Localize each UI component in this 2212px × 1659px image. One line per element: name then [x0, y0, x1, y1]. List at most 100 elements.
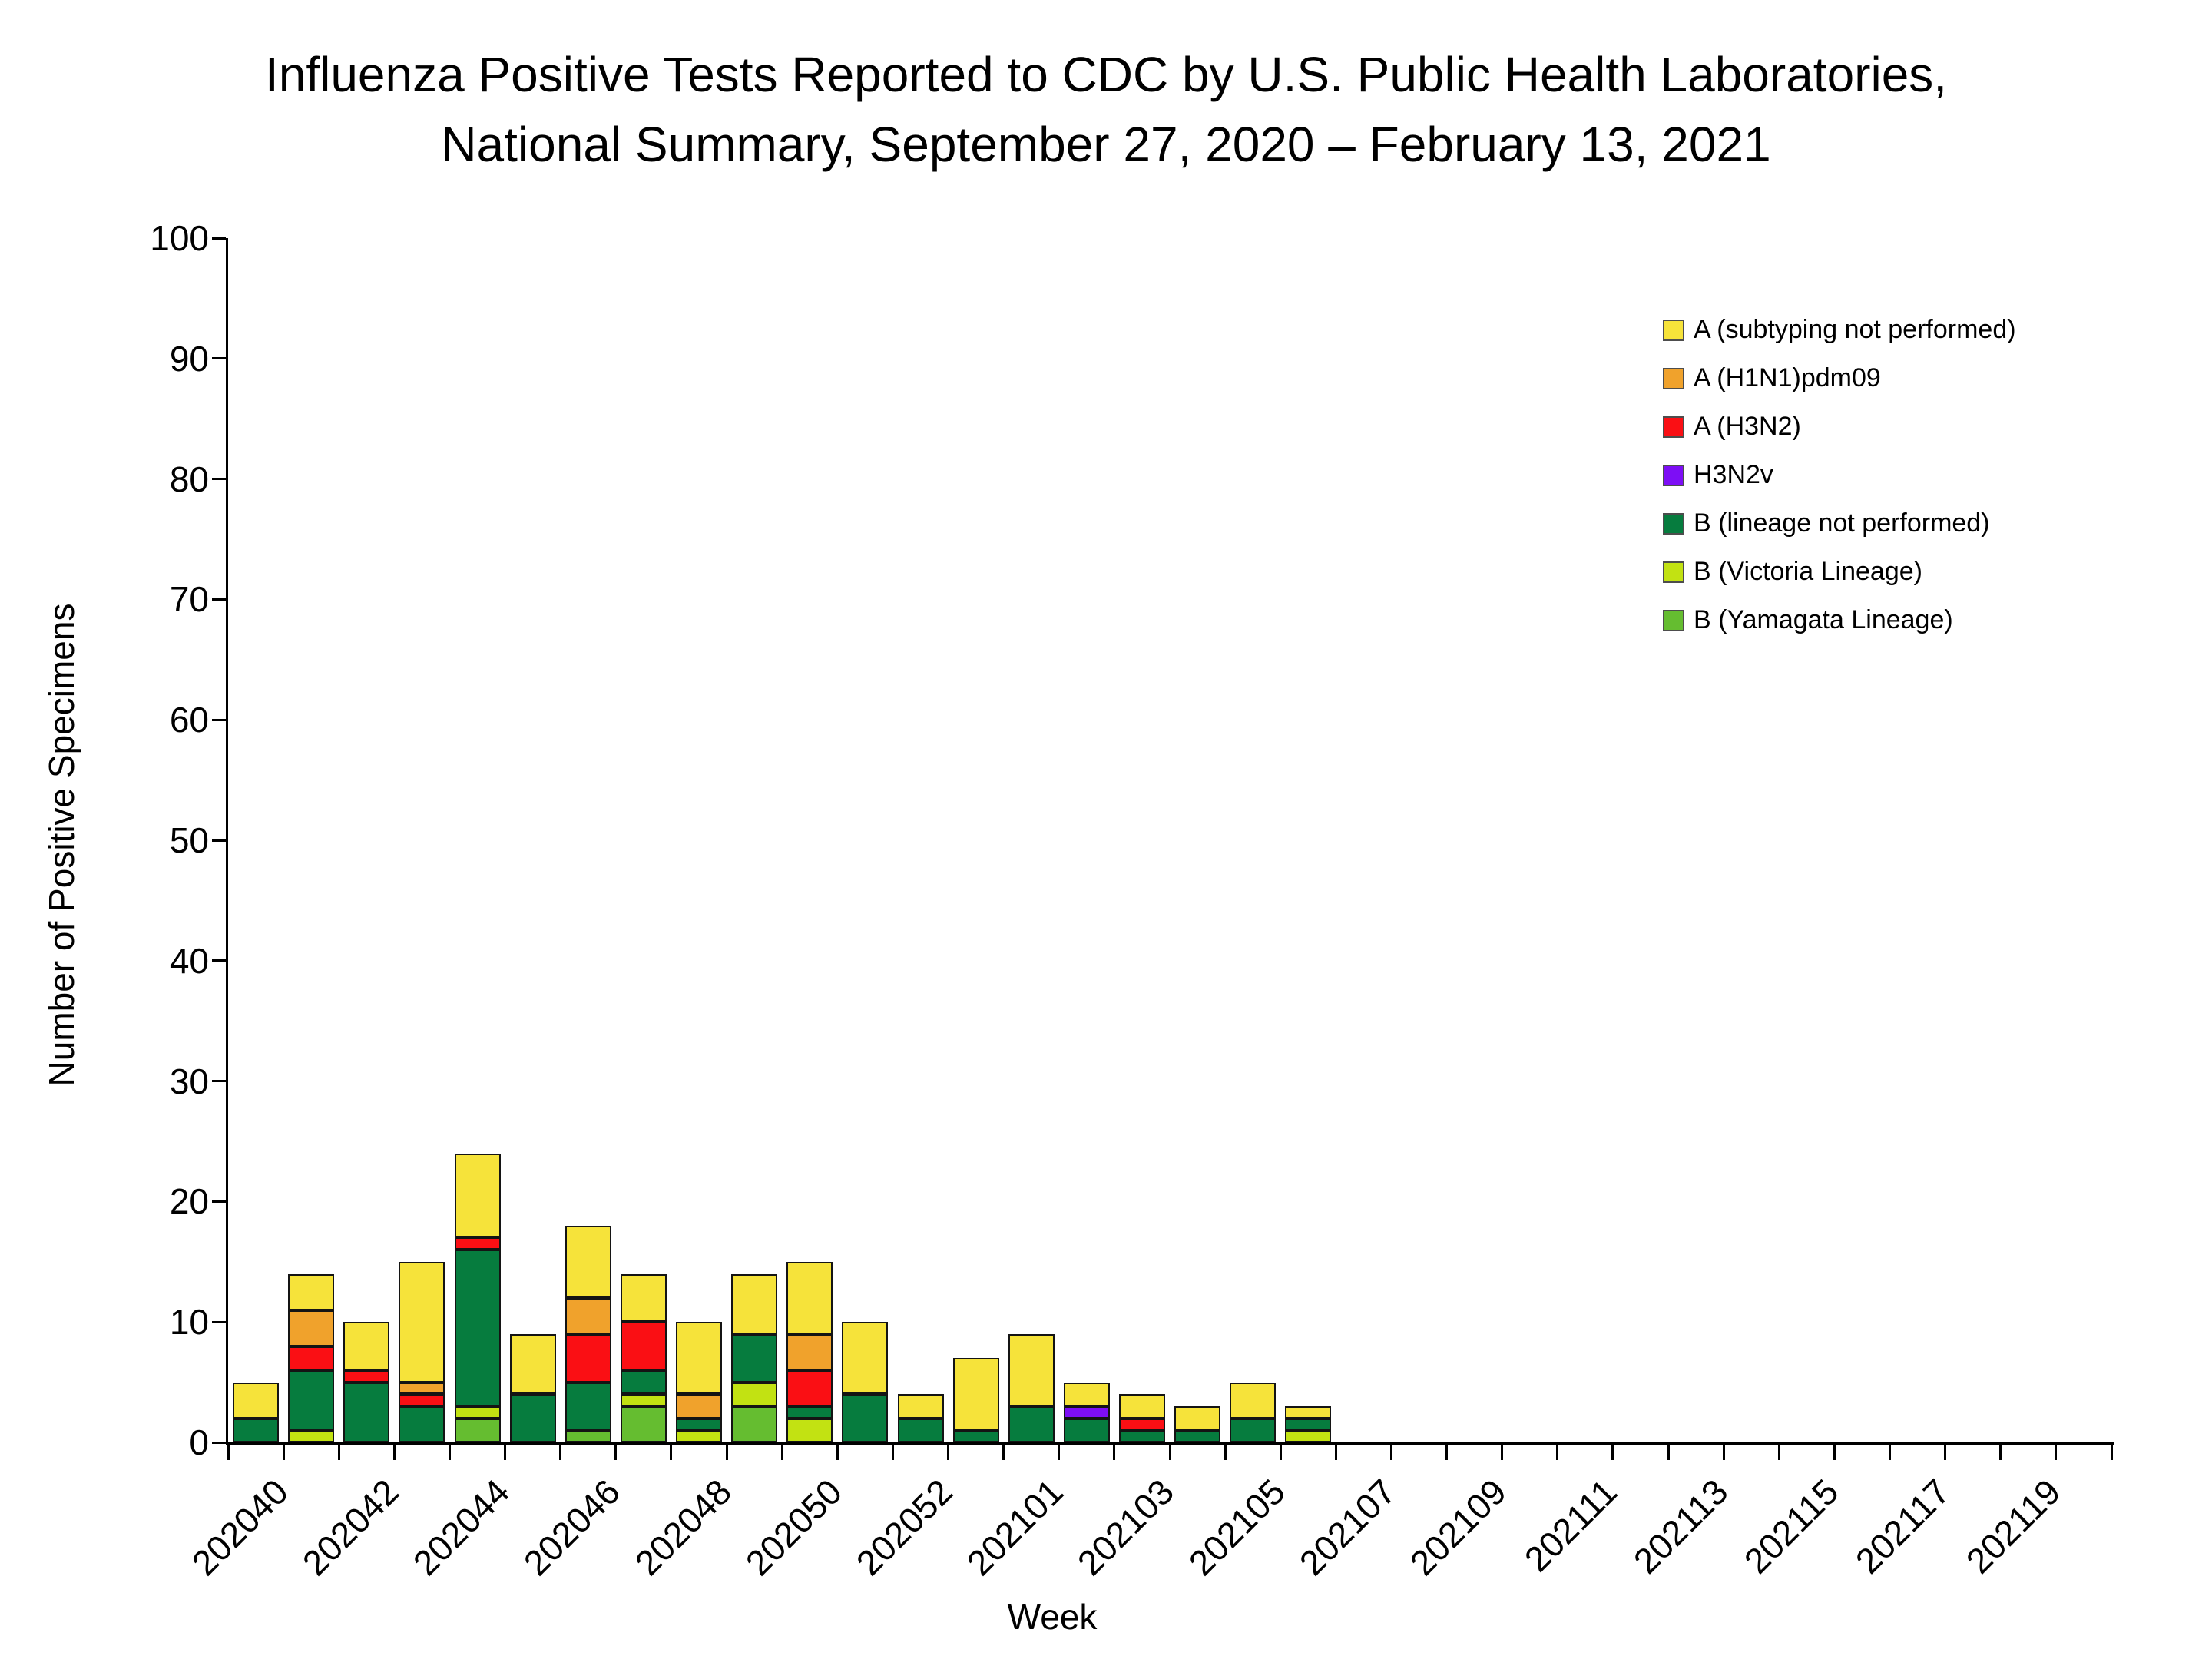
bar-segment	[842, 1394, 889, 1442]
legend-item: B (Victoria Lineage)	[1663, 548, 2016, 596]
x-tick	[780, 1442, 783, 1460]
x-tick	[1389, 1442, 1392, 1460]
bar-segment	[1008, 1406, 1055, 1442]
bar-segment	[952, 1430, 999, 1442]
x-tick	[2110, 1442, 2113, 1460]
y-tick	[212, 237, 226, 240]
bar-segment	[1174, 1406, 1221, 1431]
legend-label: A (H1N1)pdm09	[1694, 363, 1881, 392]
bar-segment	[288, 1273, 335, 1310]
x-tick-label: 202117	[1847, 1471, 1958, 1581]
bar-segment	[343, 1369, 390, 1382]
bar-segment	[676, 1322, 722, 1395]
y-tick	[212, 1320, 226, 1323]
bar-segment	[786, 1418, 833, 1442]
bar-segment	[1174, 1430, 1221, 1442]
x-tick	[1667, 1442, 1670, 1460]
bar-segment	[676, 1430, 722, 1442]
bar-segment	[620, 1273, 667, 1323]
bar-segment	[731, 1273, 778, 1334]
bar-segment	[786, 1369, 833, 1406]
legend-swatch-icon	[1663, 609, 1684, 631]
bar-segment	[1063, 1382, 1110, 1406]
bar-segment	[731, 1333, 778, 1382]
x-tick	[282, 1442, 285, 1460]
bar-segment	[454, 1406, 501, 1419]
y-tick-label: 30	[169, 1061, 209, 1101]
legend-item: B (Yamagata Lineage)	[1663, 596, 2016, 644]
x-tick	[614, 1442, 618, 1460]
legend-label: A (H3N2)	[1694, 412, 1801, 441]
x-tick	[1556, 1442, 1559, 1460]
legend-swatch-icon	[1663, 319, 1684, 341]
x-tick	[1833, 1442, 1836, 1460]
x-tick-label: 202113	[1625, 1471, 1736, 1581]
bar-segment	[454, 1153, 501, 1238]
y-tick-label: 0	[189, 1422, 209, 1462]
x-tick	[1168, 1442, 1171, 1460]
x-tick	[1002, 1442, 1005, 1460]
bar-segment	[1118, 1418, 1165, 1431]
legend-swatch-icon	[1663, 367, 1684, 389]
x-tick	[725, 1442, 728, 1460]
x-tick-label: 202046	[515, 1471, 628, 1584]
bar-segment	[1230, 1382, 1277, 1419]
legend-label: B (lineage not performed)	[1694, 508, 1990, 538]
legend-label: H3N2v	[1694, 460, 1773, 489]
bar-segment	[1285, 1406, 1332, 1419]
bar-segment	[233, 1382, 280, 1419]
bar-segment	[288, 1430, 335, 1442]
bar-segment	[454, 1237, 501, 1250]
bar-segment	[343, 1382, 390, 1442]
x-tick	[1058, 1442, 1061, 1460]
bar-segment	[786, 1406, 833, 1419]
y-tick	[212, 1200, 226, 1203]
x-tick	[1113, 1442, 1116, 1460]
bar-segment	[343, 1322, 390, 1370]
bar-segment	[842, 1322, 889, 1395]
x-tick-label: 202048	[627, 1471, 739, 1584]
legend-label: B (Victoria Lineage)	[1694, 557, 1922, 586]
bar-segment	[952, 1358, 999, 1431]
x-tick	[670, 1442, 673, 1460]
bar-segment	[233, 1418, 280, 1442]
x-tick	[1279, 1442, 1282, 1460]
bar-segment	[897, 1418, 944, 1442]
x-tick	[1224, 1442, 1227, 1460]
legend-item: B (lineage not performed)	[1663, 499, 2016, 548]
legend-item: A (H1N1)pdm09	[1663, 354, 2016, 402]
legend-swatch-icon	[1663, 416, 1684, 438]
bar-segment	[565, 1225, 611, 1298]
x-tick-label: 202103	[1070, 1471, 1182, 1584]
x-tick	[1334, 1442, 1337, 1460]
x-tick-label: 202119	[1958, 1471, 2068, 1581]
y-tick	[212, 1441, 226, 1444]
x-tick	[392, 1442, 396, 1460]
x-tick	[1944, 1442, 1947, 1460]
bar-segment	[676, 1394, 722, 1419]
x-tick	[504, 1442, 507, 1460]
bar-segment	[509, 1333, 556, 1395]
bar-segment	[1008, 1333, 1055, 1406]
bar-segment	[1285, 1430, 1332, 1442]
bar-segment	[509, 1394, 556, 1442]
bar-segment	[399, 1394, 445, 1406]
x-tick	[2055, 1442, 2058, 1460]
x-tick	[1889, 1442, 1892, 1460]
y-tick-label: 20	[169, 1181, 209, 1222]
y-tick	[212, 959, 226, 962]
x-tick	[1777, 1442, 1780, 1460]
y-tick	[212, 478, 226, 481]
x-tick	[1501, 1442, 1504, 1460]
x-tick-label: 202044	[405, 1471, 518, 1584]
bar-segment	[786, 1261, 833, 1334]
x-tick-label: 202111	[1516, 1471, 1625, 1580]
x-tick-label: 202101	[959, 1471, 1071, 1584]
bar-segment	[454, 1250, 501, 1406]
y-tick-label: 80	[169, 459, 209, 499]
chart-title-line1: Influenza Positive Tests Reported to CDC…	[264, 47, 1948, 102]
bar-segment	[288, 1310, 335, 1346]
legend-swatch-icon	[1663, 464, 1684, 486]
x-tick-label: 202042	[294, 1471, 406, 1584]
x-tick	[836, 1442, 839, 1460]
